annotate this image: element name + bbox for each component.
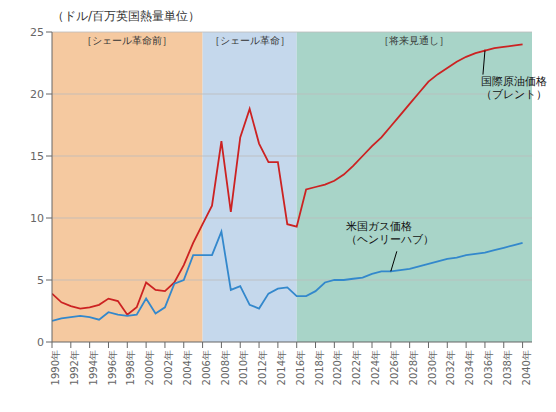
svg-text:2014年: 2014年 [276,350,287,385]
svg-text:20: 20 [30,88,44,101]
svg-text:2024年: 2024年 [370,350,381,385]
svg-text:2020年: 2020年 [332,350,343,385]
svg-text:1994年: 1994年 [88,350,99,385]
svg-text:1996年: 1996年 [107,350,118,385]
svg-text:［将来見通し］: ［将来見通し］ [379,35,449,46]
svg-text:2032年: 2032年 [445,350,456,385]
svg-text:2034年: 2034年 [464,350,475,385]
svg-text:5: 5 [37,274,44,287]
svg-text:2004年: 2004年 [182,350,193,385]
svg-text:2028年: 2028年 [408,350,419,385]
svg-text:［シェール革命前］: ［シェール革命前］ [82,35,172,46]
svg-text:25: 25 [30,26,44,39]
svg-text:2038年: 2038年 [502,350,513,385]
html-text:（ドル/百万英国熱量単位）: （ドル/百万英国熱量単位） [52,9,200,23]
svg-text:2002年: 2002年 [163,350,174,385]
svg-text:国際原油価格: 国際原油価格 [481,75,547,88]
svg-text:2040年: 2040年 [521,350,532,385]
svg-text:（ブレント）: （ブレント） [481,88,547,101]
svg-text:1990年: 1990年 [50,350,61,385]
svg-text:2026年: 2026年 [389,350,400,385]
svg-text:2022年: 2022年 [351,350,362,385]
svg-text:［シェール革命］: ［シェール革命］ [210,35,290,46]
svg-text:2008年: 2008年 [220,350,231,385]
svg-text:米国ガス価格: 米国ガス価格 [346,220,412,233]
svg-text:2030年: 2030年 [427,350,438,385]
svg-text:1992年: 1992年 [69,350,80,385]
svg-text:2000年: 2000年 [144,350,155,385]
svg-text:10: 10 [30,212,44,225]
svg-text:2006年: 2006年 [201,350,212,385]
svg-text:2016年: 2016年 [295,350,306,385]
svg-text:2018年: 2018年 [314,350,325,385]
svg-text:2010年: 2010年 [238,350,249,385]
svg-text:0: 0 [37,336,44,349]
svg-text:15: 15 [30,150,44,163]
svg-text:2012年: 2012年 [257,350,268,385]
svg-text:2036年: 2036年 [483,350,494,385]
svg-text:（ヘンリーハブ）: （ヘンリーハブ） [346,233,434,246]
svg-text:1998年: 1998年 [125,350,136,385]
